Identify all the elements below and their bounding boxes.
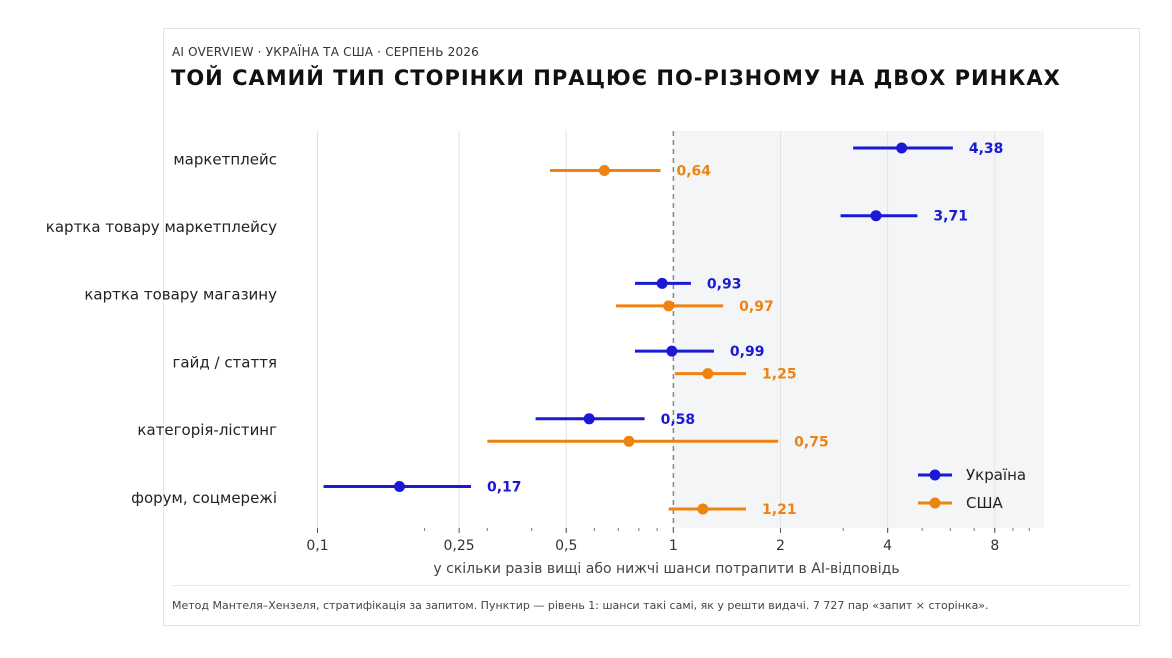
- point-s0-c1: [870, 210, 882, 222]
- value-label-s0-c4: 0,58: [661, 412, 696, 428]
- tick-label-4: 2: [776, 538, 785, 554]
- legend-label-1: США: [966, 494, 1004, 512]
- value-label-s1-c3: 1,25: [762, 367, 797, 383]
- chart-title: ТОЙ САМИЙ ТИП СТОРІНКИ ПРАЦЮЄ ПО-РІЗНОМУ…: [171, 66, 1061, 90]
- value-label-s1-c5: 1,21: [762, 502, 797, 518]
- tick-label-0: 0,1: [306, 538, 328, 554]
- chart-footnote: Метод Мантеля–Хензеля, стратифікація за …: [172, 599, 989, 612]
- point-s0-c4: [583, 413, 595, 425]
- value-label-s1-c4: 0,75: [794, 434, 829, 450]
- tick-label-2: 0,5: [555, 538, 577, 554]
- value-label-s0-c2: 0,93: [707, 276, 742, 292]
- point-s1-c4: [623, 435, 635, 447]
- tick-label-5: 4: [883, 538, 892, 554]
- category-label-5: форум, соцмережі: [131, 489, 277, 507]
- value-label-s0-c1: 3,71: [933, 209, 968, 225]
- value-label-s0-c3: 0,99: [730, 344, 765, 360]
- value-label-s0-c5: 0,17: [487, 480, 522, 496]
- category-label-2: картка товару магазину: [84, 286, 277, 304]
- point-s0-c0: [896, 142, 908, 154]
- legend-marker-1: [929, 497, 941, 509]
- footer-divider: [172, 585, 1130, 586]
- category-label-3: гайд / стаття: [173, 353, 277, 371]
- value-label-s1-c2: 0,97: [739, 299, 774, 315]
- point-s0-c2: [656, 277, 668, 289]
- point-s0-c5: [394, 481, 406, 492]
- value-label-s1-c0: 0,64: [676, 164, 711, 180]
- category-label-1: картка товару маркетплейсу: [46, 218, 277, 236]
- point-s1-c3: [702, 368, 714, 380]
- x-axis-title: у скільки разів вищі або нижчі шанси пот…: [433, 561, 899, 577]
- value-label-s0-c0: 4,38: [969, 141, 1004, 157]
- point-s1-c0: [598, 165, 610, 176]
- point-s1-c2: [663, 300, 675, 312]
- point-s0-c3: [666, 345, 678, 357]
- tick-label-3: 1: [669, 538, 678, 554]
- category-label-4: категорія-лістинг: [137, 421, 277, 439]
- tick-label-6: 8: [990, 538, 999, 554]
- legend-label-0: Україна: [966, 466, 1026, 484]
- chart-kicker: AI OVERVIEW · УКРАЇНА ТА США · СЕРПЕНЬ 2…: [172, 45, 480, 59]
- category-label-0: маркетплейс: [173, 150, 277, 168]
- tick-label-1: 0,25: [444, 538, 475, 554]
- point-s1-c5: [697, 503, 709, 515]
- shaded-region: [673, 131, 1044, 528]
- legend-marker-0: [929, 469, 941, 481]
